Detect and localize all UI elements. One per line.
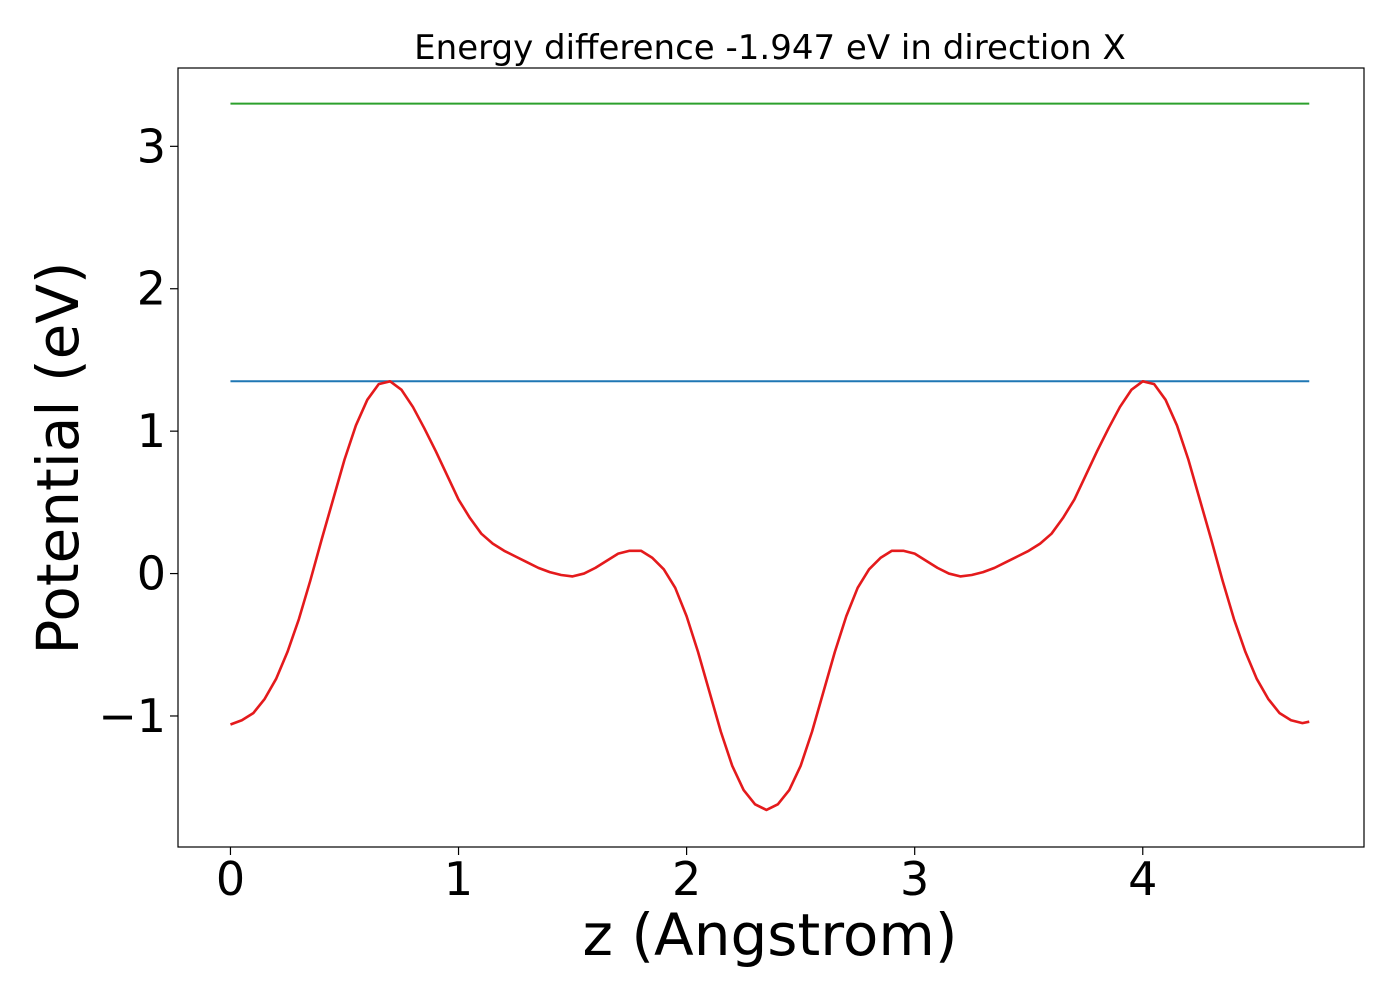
series-line-2 <box>230 380 1310 812</box>
y-tick-label-3: 2 <box>137 262 166 316</box>
x-axis-label: z (Angstrom) <box>583 901 958 969</box>
plot-frame <box>177 67 1365 848</box>
x-tick-label-4: 4 <box>1128 852 1157 906</box>
x-tick-label-2: 2 <box>672 852 701 906</box>
y-tick-label-4: 3 <box>137 119 166 173</box>
x-tick-label-1: 1 <box>444 852 473 906</box>
x-tick-label-0: 0 <box>216 852 245 906</box>
series-layer <box>230 102 1310 812</box>
y-tick-label-0: −1 <box>98 689 166 743</box>
x-axis-ticks: 0 1 2 3 4 <box>216 847 1157 906</box>
y-tick-label-1: 0 <box>137 547 166 601</box>
y-axis-label: Potential (eV) <box>24 261 92 654</box>
x-tick-label-3: 3 <box>900 852 929 906</box>
chart-title: Energy difference -1.947 eV in direction… <box>414 28 1126 68</box>
y-axis-ticks: −1 0 1 2 3 <box>98 119 178 743</box>
y-tick-label-2: 1 <box>137 404 166 458</box>
